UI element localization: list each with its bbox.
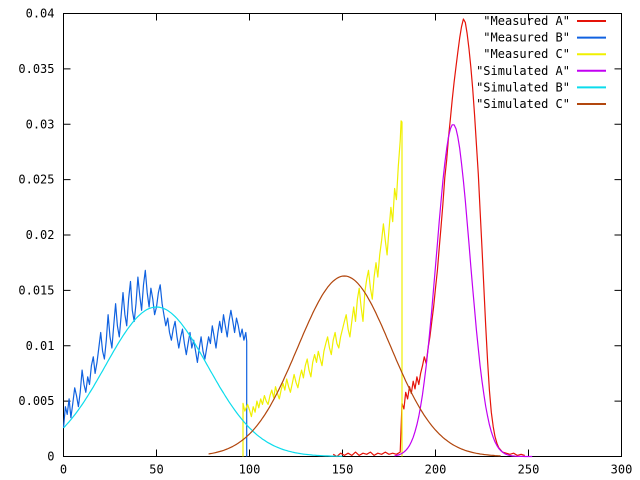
legend-label: "Measured B" xyxy=(483,31,570,45)
series-line-measured-a xyxy=(332,18,525,458)
series-line-simulated-a xyxy=(394,124,533,458)
series-line-measured-c xyxy=(242,120,403,457)
y-axis-tick-label: 0 xyxy=(47,450,54,464)
legend-label: "Simulated C" xyxy=(476,97,570,111)
x-axis-tick-label: 250 xyxy=(518,463,540,477)
x-axis-tick-label: 300 xyxy=(611,463,633,477)
y-axis-tick-label: 0.015 xyxy=(18,283,54,297)
x-axis-tick-label: 200 xyxy=(425,463,447,477)
x-axis-tick-label: 0 xyxy=(60,463,67,477)
legend-label: "Simulated B" xyxy=(476,80,570,94)
y-axis-tick-label: 0.025 xyxy=(18,173,54,187)
y-axis-tick-label: 0.005 xyxy=(18,394,54,408)
y-axis-tick-label: 0.035 xyxy=(18,62,54,76)
x-axis-tick-label: 150 xyxy=(332,463,354,477)
x-axis-tick-label: 50 xyxy=(149,463,163,477)
y-axis-tick-label: 0.04 xyxy=(26,7,55,21)
legend-label: "Measured C" xyxy=(483,47,570,61)
legend-label: "Simulated A" xyxy=(476,64,570,78)
y-axis-tick-label: 0.01 xyxy=(26,339,55,353)
series-line-simulated-c xyxy=(208,275,501,457)
legend-label: "Measured A" xyxy=(483,14,570,28)
series-line-simulated-b xyxy=(63,306,343,457)
y-axis-tick-label: 0.02 xyxy=(26,228,55,242)
y-axis-tick-label: 0.03 xyxy=(26,117,55,131)
x-axis-tick-label: 100 xyxy=(239,463,261,477)
